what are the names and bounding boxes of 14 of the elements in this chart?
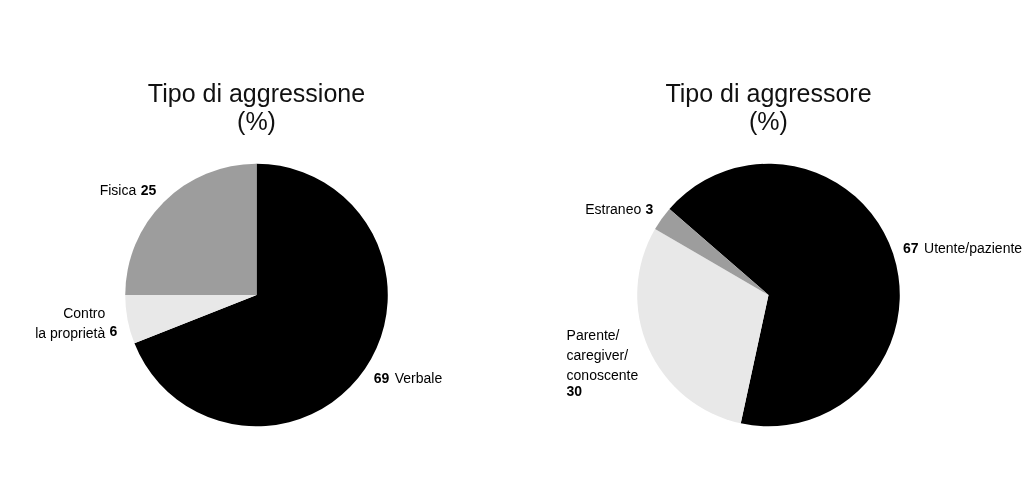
slice-label: Verbale (394, 370, 443, 387)
slice-label: Parente/ caregiver/ conoscente (566, 326, 639, 383)
data-label: 67 (903, 240, 919, 257)
data-label: 30 (566, 382, 583, 399)
data-label: 25 (140, 182, 157, 199)
data-label: 69 (373, 370, 390, 387)
chart-title: Tipo di aggressore (%) (665, 78, 872, 135)
slice-label: Utente/paziente (924, 240, 1023, 257)
data-label: 3 (645, 200, 654, 217)
slice-label: Fisica (99, 182, 137, 199)
slice-label: Contro la proprietà (35, 304, 106, 341)
data-label: 6 (109, 323, 118, 340)
slice-label: Estraneo (585, 200, 642, 217)
chart-title: Tipo di aggressione (%) (147, 78, 366, 135)
